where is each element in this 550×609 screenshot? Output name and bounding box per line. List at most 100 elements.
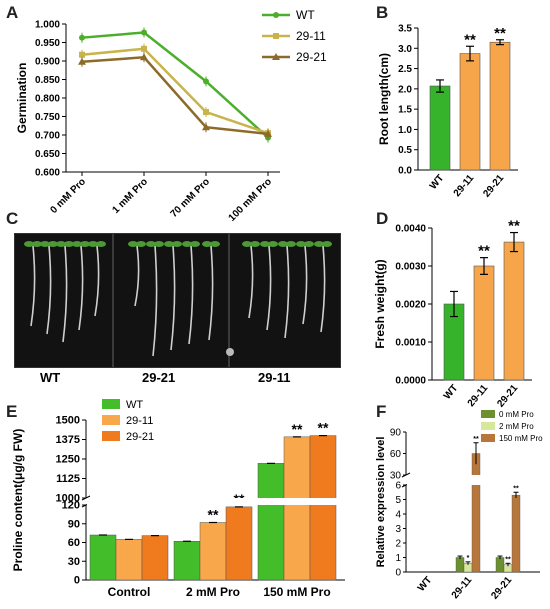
panel-letter-f: F <box>376 402 387 421</box>
photo-bubble <box>226 348 234 356</box>
a-legend-label: 29-11 <box>296 29 326 43</box>
seedling-leaf <box>96 241 106 247</box>
seedling-leaf <box>242 241 252 247</box>
b-y-tick-label: 3.0 <box>398 44 412 55</box>
d-sig-label: ** <box>508 218 520 235</box>
seedling-root <box>170 245 176 351</box>
e-bar <box>199 522 227 581</box>
seedling-leaf <box>154 241 164 247</box>
seedling-root <box>62 245 68 343</box>
seedling-leaf <box>304 241 314 247</box>
seedling-leaf <box>190 241 200 247</box>
e-y-tick-label: 1125 <box>56 473 80 485</box>
b-y-axis-label: Root length(cm) <box>377 53 391 145</box>
a-series-line <box>81 47 269 135</box>
e-y-tick-label: 60 <box>68 537 80 549</box>
e-legend-swatch <box>102 399 120 409</box>
f-sig-label: * <box>467 555 470 562</box>
f-y-tick-label: 2 <box>395 539 401 550</box>
e-bar <box>115 539 143 581</box>
seedling-root <box>208 245 214 341</box>
a-point <box>141 29 147 36</box>
f-x-tick-label: 29-21 <box>489 575 514 602</box>
seedling-leaf <box>172 241 182 247</box>
b-y-tick-label: 1.5 <box>398 105 412 116</box>
seedling-photo <box>14 233 341 368</box>
d-y-axis-label: Fresh weight(g) <box>373 259 387 348</box>
a-y-tick-label: 0.650 <box>35 149 60 160</box>
seedling-root <box>134 245 140 307</box>
a-point <box>264 129 272 137</box>
f-bar <box>471 453 481 573</box>
a-legend-label: WT <box>296 8 315 22</box>
f-bar <box>455 557 465 573</box>
e-y-tick-label: 1250 <box>56 454 80 466</box>
a-point <box>141 45 147 52</box>
e-y-tick-label: 1000 <box>56 493 80 505</box>
a-point <box>202 123 210 131</box>
seedling-root <box>302 245 308 325</box>
seedling-root <box>78 245 84 331</box>
b-y-tick-label: 1.0 <box>398 125 412 136</box>
a-y-tick-label: 0.750 <box>35 112 60 123</box>
f-sig-label: ** <box>513 485 519 492</box>
seedling-leaf <box>286 241 296 247</box>
a-legend-marker <box>273 33 279 39</box>
b-sig-label: ** <box>494 25 506 42</box>
seedling-leaf <box>314 241 324 247</box>
f-y-tick-label: 30 <box>390 471 402 482</box>
f-bar <box>511 494 521 573</box>
e-sig-label: ** <box>318 420 329 436</box>
seedling-leaf <box>182 241 192 247</box>
a-series-line <box>81 56 269 136</box>
seedling-leaf <box>146 241 156 247</box>
a-point <box>203 78 209 85</box>
e-legend-swatch <box>102 415 120 425</box>
a-y-tick-label: 0.950 <box>35 38 60 49</box>
a-y-axis-label: Germination <box>15 63 29 134</box>
seedling-leaf <box>322 241 332 247</box>
a-legend-marker <box>272 53 280 60</box>
photo-label-wt: WT <box>40 370 61 385</box>
f-legend-swatch <box>481 422 495 430</box>
b-y-tick-label: 2.0 <box>398 84 412 95</box>
f-x-tick-label: 29-11 <box>450 575 475 602</box>
f-y-tick-label: 4 <box>395 510 401 521</box>
b-y-tick-label: 0.0 <box>398 166 412 177</box>
seedling-root <box>94 245 100 317</box>
a-series-line <box>81 31 269 139</box>
f-y-axis-label: Relative expression level <box>375 437 387 568</box>
e-legend-label: 29-21 <box>126 431 154 443</box>
e-y-tick-label: 1375 <box>56 434 80 446</box>
a-y-tick-label: 0.850 <box>35 75 60 86</box>
seedling-leaf <box>72 241 82 247</box>
b-sig-label: ** <box>464 31 476 48</box>
f-y-tick-label: 3 <box>395 524 401 535</box>
seedling-leaf <box>88 241 98 247</box>
seedling-leaf <box>210 241 220 247</box>
f-legend-swatch <box>481 410 495 418</box>
seedling-root <box>320 245 326 333</box>
seedling-leaf <box>48 241 58 247</box>
a-y-tick-label: 0.800 <box>35 94 60 105</box>
a-point <box>203 109 209 116</box>
e-bar <box>141 535 169 581</box>
seedling-leaf <box>64 241 74 247</box>
seedling-leaf <box>40 241 50 247</box>
e-sig-label: ** <box>292 421 303 437</box>
e-bar <box>89 534 117 581</box>
seedling-root <box>248 245 254 319</box>
e-bar <box>257 463 285 581</box>
e-y-tick-label: 120 <box>62 500 80 512</box>
e-break-gap <box>87 498 346 505</box>
e-sig-label: ** <box>208 507 219 523</box>
seedling-leaf <box>268 241 278 247</box>
e-y-tick-label: 30 <box>68 556 80 568</box>
seedling-leaf <box>260 241 270 247</box>
f-y-tick-label: 5 <box>395 495 401 506</box>
e-bar <box>225 506 253 581</box>
seedling-leaf <box>250 241 260 247</box>
f-legend-label: 150 mM Pro <box>499 434 543 443</box>
